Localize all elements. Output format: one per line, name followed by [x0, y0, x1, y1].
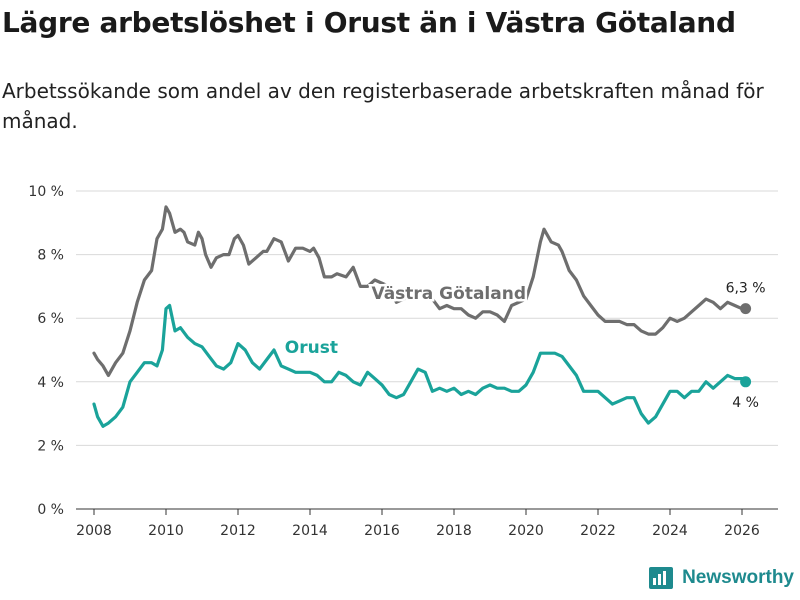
brand-name: Newsworthy [682, 567, 794, 588]
x-tick-label: 2020 [508, 523, 544, 539]
y-tick-label: 4 % [37, 375, 64, 391]
x-tick-label: 2012 [220, 523, 256, 539]
y-tick-label: 0 % [37, 502, 64, 518]
x-tick-label: 2008 [76, 523, 112, 539]
x-tick-label: 2016 [364, 523, 400, 539]
y-tick-label: 8 % [37, 248, 64, 264]
x-tick-label: 2010 [148, 523, 184, 539]
series-line-orust [92, 303, 748, 428]
y-tick-label: 10 % [28, 184, 64, 200]
page-title: Lägre arbetslöshet i Orust än i Västra G… [2, 6, 736, 39]
x-tick-label: 2026 [724, 523, 760, 539]
x-tick-label: 2022 [580, 523, 616, 539]
page-subtitle: Arbetssökande som andel av den registerb… [2, 79, 764, 133]
series-line-vastra-gotaland [92, 205, 748, 377]
x-tick-label: 2024 [652, 523, 688, 539]
series-label-orust: Orust [285, 338, 338, 358]
end-marker-vastra-gotaland [740, 303, 752, 315]
end-label-vastra-gotaland: 6,3 % [726, 281, 766, 297]
brand-logo: Newsworthy [648, 566, 794, 590]
y-tick-label: 2 % [37, 438, 64, 454]
end-marker-orust [740, 376, 752, 388]
series-label-vastra-gotaland: Västra Götaland [371, 284, 526, 304]
newsworthy-logo-icon [649, 567, 674, 589]
x-tick-label: 2014 [292, 523, 328, 539]
end-label-orust: 4 % [732, 395, 759, 411]
y-tick-label: 6 % [37, 311, 64, 327]
x-tick-label: 2018 [436, 523, 472, 539]
